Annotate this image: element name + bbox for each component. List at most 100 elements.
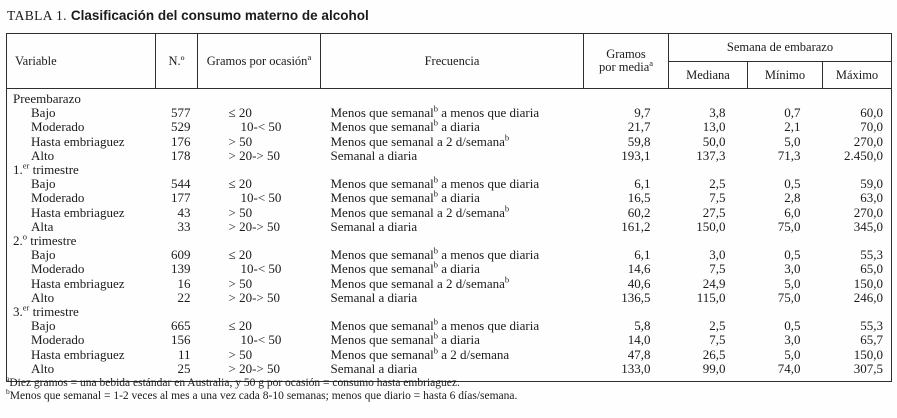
min-cell: 5,0 (784, 346, 801, 362)
footnote-marker-b: b (433, 245, 439, 256)
grams-occasion-cell: > 20-> 50 (228, 147, 281, 163)
grams-occasion-cell: ≤ 20 (228, 318, 252, 334)
variable-cell: Bajo (31, 247, 56, 263)
variable-cell: Bajo (31, 318, 56, 334)
n-cell: 25 (177, 360, 191, 376)
footnote-marker-b: b (504, 132, 510, 143)
frequency-cell: Menos que semanalb a menos que diaria (330, 316, 540, 334)
grams-occasion-cell: > 50 (228, 346, 253, 362)
grams-mean-cell: 136,5 (621, 289, 651, 305)
group-label-row: 2.o trimestre (7, 232, 892, 248)
n-cell: 22 (177, 289, 191, 305)
variable-cell: Moderado (31, 119, 85, 135)
n-cell: 16 (177, 275, 191, 291)
variable-cell: Alta (31, 218, 54, 234)
variable-cell: Bajo (31, 105, 56, 121)
table-row: Bajo 577 ≤ 20 Menos que semanalb a menos qu… (7, 105, 892, 121)
table-row: Hasta embriaguez 16 > 50 Menos que semanal … (7, 274, 892, 291)
min-cell: 75,0 (777, 289, 801, 305)
footnote-marker-b: b (433, 316, 439, 327)
footnote-a: aDiez gramos = una bebida estándar en Au… (6, 375, 517, 390)
min-cell: 3,0 (784, 261, 801, 277)
n-cell: 156 (171, 332, 191, 348)
grams-occasion-cell: 10-< 50 (240, 119, 282, 135)
max-cell: 70,0 (860, 119, 884, 135)
min-cell: 0,5 (784, 318, 801, 334)
col-header-median: Mediana (668, 61, 748, 89)
group-label: 1.er trimestre (13, 160, 79, 178)
variable-cell: Moderado (31, 190, 85, 206)
variable-cell: Moderado (31, 261, 85, 277)
group-label-row: Preembarazo (7, 89, 892, 107)
n-cell: 139 (171, 261, 191, 277)
max-cell: 150,0 (853, 346, 884, 362)
median-cell: 7,5 (709, 190, 726, 206)
grams-occasion-cell: > 50 (228, 133, 253, 149)
grams-occasion-cell: ≤ 20 (228, 247, 252, 263)
min-cell: 6,0 (784, 204, 801, 220)
n-cell: 529 (171, 119, 191, 135)
table-row: Alto 25 > 20-> 50 Semanal a diaria 133,0 99,0… (7, 360, 892, 382)
table-row: Alto 22 > 20-> 50 Semanal a diaria 136,5 115,… (7, 289, 892, 305)
alcohol-classification-table: Variable N.º Gramos por ocasióna Frecuen… (6, 33, 893, 383)
footnote-a-text: Diez gramos = una bebida estándar en Aus… (9, 377, 460, 389)
table-header: Variable N.º Gramos por ocasióna Frecuen… (6, 33, 893, 89)
table-row: Bajo 544 ≤ 20 Menos que semanalb a menos qu… (7, 174, 892, 192)
grams-mean-cell: 16,5 (627, 190, 651, 206)
min-cell: 74,0 (777, 360, 801, 376)
median-cell: 24,9 (702, 275, 726, 291)
min-cell: 75,0 (777, 218, 801, 234)
median-cell: 99,0 (702, 360, 726, 376)
grams-mean-cell: 161,2 (621, 218, 651, 234)
footnote-marker-b: b (433, 345, 439, 356)
grams-mean-cell: 6,1 (634, 176, 651, 192)
frequency-cell: Menos que semanalb a diaria (330, 189, 480, 206)
table-heading: Clasificación del consumo materno de alc… (70, 8, 369, 23)
max-cell: 60,0 (860, 105, 884, 121)
group-label: Preembarazo (13, 91, 81, 106)
max-cell: 63,0 (860, 190, 884, 206)
max-cell: 270,0 (853, 204, 884, 220)
grams-occasion-cell: > 50 (228, 204, 253, 220)
n-cell: 176 (171, 133, 191, 149)
frequency-cell: Semanal a diaria (330, 289, 418, 305)
min-cell: 5,0 (784, 133, 801, 149)
footnote-marker-b: b (504, 274, 510, 285)
table-row: Hasta embriaguez 11 > 50 Menos que semanalb… (7, 345, 892, 362)
frequency-cell: Semanal a diaria (330, 360, 418, 376)
variable-cell: Hasta embriaguez (31, 204, 125, 220)
median-cell: 115,0 (696, 289, 726, 305)
frequency-cell: Menos que semanalb a menos que diaria (330, 174, 540, 192)
col-header-grams-occasion: Gramos por ocasióna (197, 33, 321, 89)
header-row-2: Mediana Mínimo Máximo (7, 61, 893, 89)
max-cell: 55,3 (860, 318, 884, 334)
grams-mean-cell: 14,0 (627, 332, 651, 348)
frequency-cell: Menos que semanal a 2 d/semanab (330, 274, 510, 291)
frequency-cell: Menos que semanalb a diaria (330, 331, 480, 348)
grams-occasion-cell: 10-< 50 (240, 332, 282, 348)
table-row: Moderado 529 10-< 50 Menos que semanalb a d… (7, 119, 892, 135)
grams-mean-cell: 60,2 (627, 204, 651, 220)
max-cell: 55,3 (860, 247, 884, 263)
n-cell: 177 (171, 190, 191, 206)
min-cell: 2,8 (784, 190, 801, 206)
group-label-row: 1.er trimestre (7, 160, 892, 178)
footnote-marker-b: b (433, 260, 439, 271)
n-cell: 544 (171, 176, 191, 192)
variable-cell: Moderado (31, 332, 85, 348)
table-row: Hasta embriaguez 43 > 50 Menos que semanal … (7, 204, 892, 220)
max-cell: 307,5 (853, 360, 884, 376)
median-cell: 27,5 (702, 204, 726, 220)
grams-occasion-cell: > 20-> 50 (228, 218, 281, 234)
median-cell: 137,3 (696, 147, 726, 163)
frequency-cell: Semanal a diaria (330, 218, 418, 234)
grams-occasion-cell: 10-< 50 (240, 261, 282, 277)
col-header-max: Máximo (822, 61, 893, 89)
footnote-marker-b: b (433, 189, 439, 200)
variable-cell: Hasta embriaguez (31, 346, 125, 362)
grams-occasion-cell: 10-< 50 (240, 190, 282, 206)
median-cell: 7,5 (709, 332, 726, 348)
table-row: Bajo 665 ≤ 20 Menos que semanalb a menos qu… (7, 316, 892, 334)
max-cell: 65,0 (860, 261, 884, 277)
